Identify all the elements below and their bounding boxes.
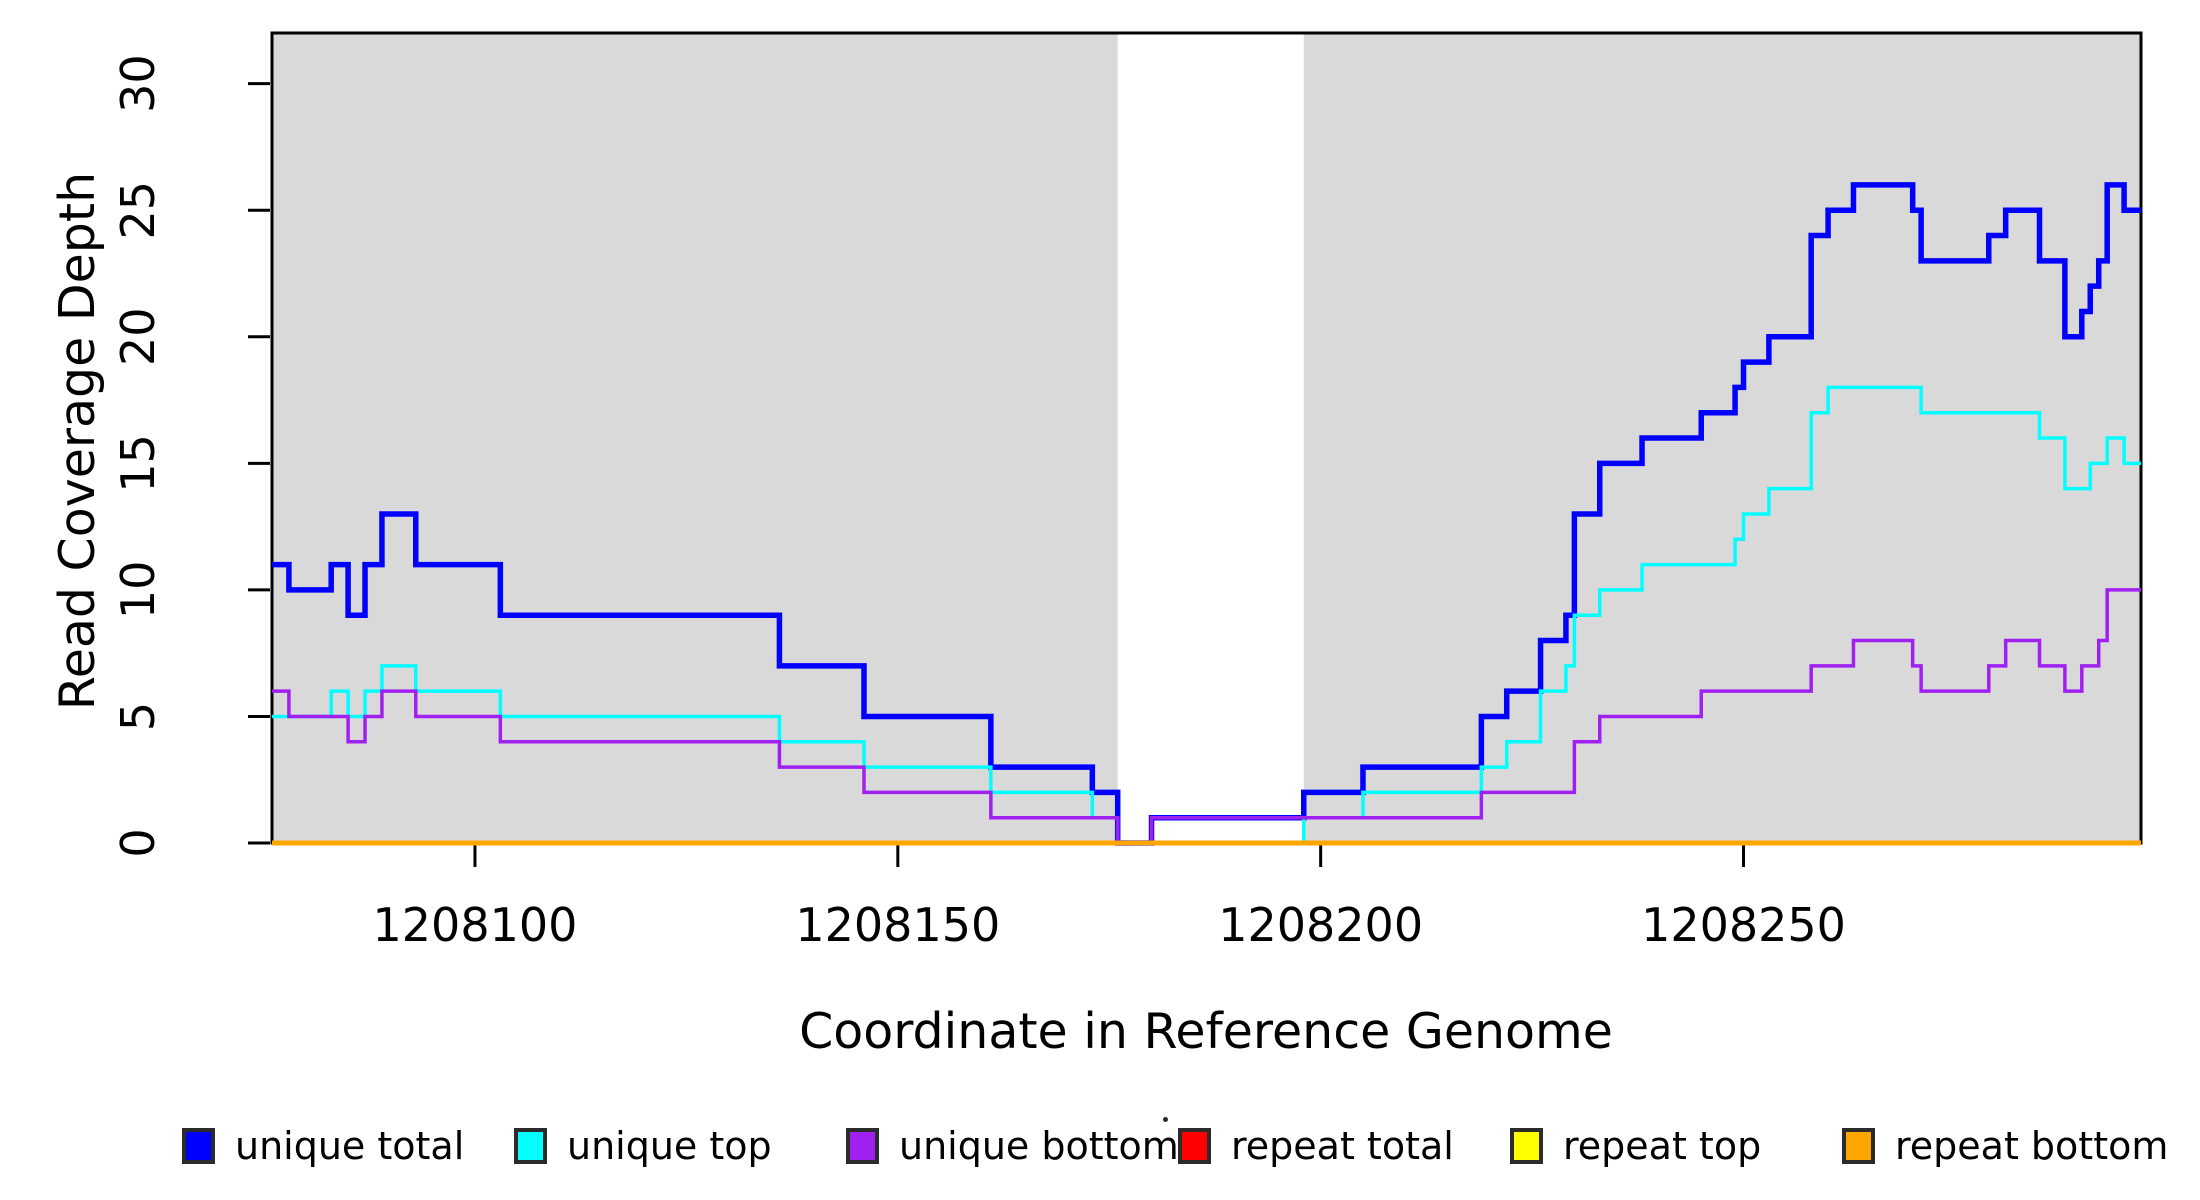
legend-label: repeat total xyxy=(1231,1124,1454,1168)
series-line-unique-bottom xyxy=(272,588,2141,845)
shade-region-1 xyxy=(1303,33,2141,843)
legend-swatch-repeat-total xyxy=(1178,1128,1211,1164)
legend-item-unique-total: unique total xyxy=(182,1118,464,1174)
y-tick-label: 5 xyxy=(111,702,165,731)
legend-swatch-unique-top xyxy=(514,1128,547,1164)
legend-item-repeat-total: repeat total xyxy=(1178,1118,1454,1174)
legend-swatch-repeat-bottom xyxy=(1842,1128,1875,1164)
legend-label: unique total xyxy=(235,1124,465,1168)
x-tick-label: 1208150 xyxy=(795,898,1000,952)
shade-region-0 xyxy=(272,33,1118,843)
x-axis-title: Coordinate in Reference Genome xyxy=(799,1003,1613,1060)
legend-swatch-repeat-top xyxy=(1510,1128,1543,1164)
legend: unique total unique top unique bottom repea… xyxy=(0,1118,2200,1178)
legend-swatch-unique-total xyxy=(182,1128,215,1164)
legend-label: repeat top xyxy=(1563,1124,1762,1168)
legend-item-repeat-top: repeat top xyxy=(1510,1118,1761,1174)
y-tick-label: 25 xyxy=(111,181,165,240)
legend-item-unique-bottom: unique bottom xyxy=(846,1118,1179,1174)
x-tick-label: 1208200 xyxy=(1218,898,1423,952)
y-tick-label: 10 xyxy=(111,561,165,620)
series-line-unique-top xyxy=(272,385,2141,845)
legend-item-repeat-bottom: repeat bottom xyxy=(1842,1118,2168,1174)
x-tick-label: 1208100 xyxy=(373,898,578,952)
y-tick-label: 0 xyxy=(111,828,165,857)
legend-label: unique bottom xyxy=(899,1124,1179,1168)
y-tick-label: 20 xyxy=(111,307,165,366)
y-tick-label: 30 xyxy=(111,54,165,113)
legend-swatch-unique-bottom xyxy=(846,1128,879,1164)
y-axis-title: Read Coverage Depth xyxy=(49,171,106,711)
series-line-unique-total xyxy=(272,182,2141,846)
legend-label: repeat bottom xyxy=(1895,1124,2169,1168)
x-tick-label: 1208250 xyxy=(1641,898,1846,952)
legend-label: unique top xyxy=(567,1124,772,1168)
stray-dot-artifact xyxy=(1163,1117,1168,1122)
y-tick-label: 15 xyxy=(111,434,165,493)
legend-item-unique-top: unique top xyxy=(514,1118,772,1174)
